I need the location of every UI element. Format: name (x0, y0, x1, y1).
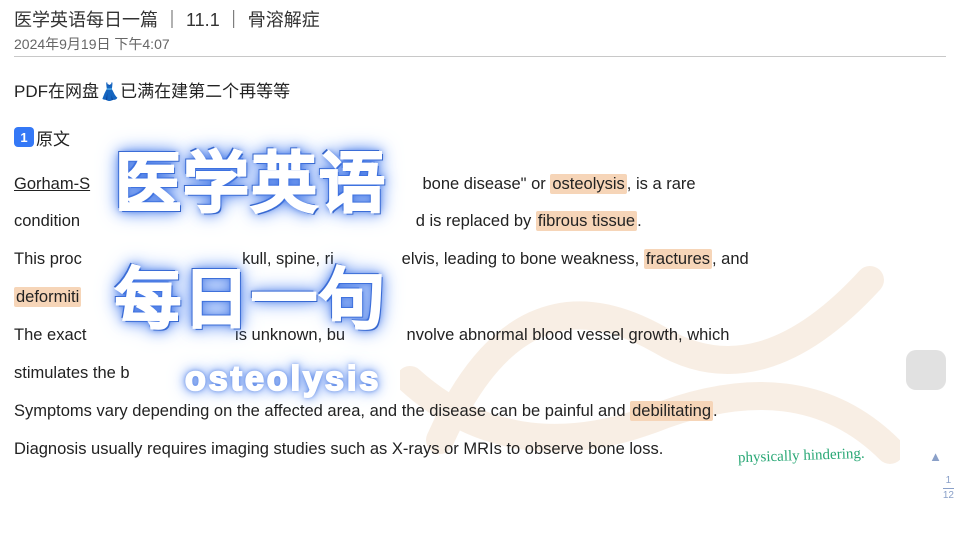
paragraph-6: stimulates the breakdown of bone tissue. (14, 355, 946, 393)
document-datetime: 2024年9月19日 下午4:07 (14, 34, 946, 54)
section-label-text: 原文 (36, 125, 70, 150)
section-heading: 1 原文 (14, 125, 946, 150)
term-fractures: fractures (644, 249, 712, 269)
notice-suffix: 已满在建第二个再等等 (120, 82, 290, 101)
term-osteolysis: osteolysis (550, 174, 626, 194)
page-total: 12 (943, 490, 954, 502)
term-debilitating: debilitating (630, 401, 713, 421)
side-control-icon[interactable] (906, 350, 946, 390)
paragraph-5: The exact cause of osteolysis is unknown… (14, 317, 946, 355)
paragraph-3: This process often affects the skull, sp… (14, 241, 946, 279)
article-body: Gorham-Stout disease, commonly known as … (14, 166, 946, 470)
paragraph-4: deformities. (14, 279, 946, 317)
document-title: 医学英语每日一篇 ｜ 11.1 ｜ 骨溶解症 (14, 6, 946, 32)
document-header: 医学英语每日一篇 ｜ 11.1 ｜ 骨溶解症 2024年9月19日 下午4:07 (14, 6, 946, 57)
section-number-badge: 1 (14, 127, 34, 147)
paragraph-1: Gorham-Stout disease, commonly known as … (14, 166, 946, 204)
term-deformities: deformiti (14, 287, 81, 307)
paragraph-7: Symptoms vary depending on the affected … (14, 393, 946, 431)
notice-prefix: PDF在网盘 (14, 82, 99, 101)
paragraph-2: condition where bone tissue progressivel… (14, 203, 946, 241)
scroll-up-icon[interactable]: ▲ (929, 449, 942, 464)
page-indicator: 1 12 (943, 475, 954, 502)
notice-line: PDF在网盘👗已满在建第二个再等等 (14, 77, 946, 103)
dress-emoji: 👗 (99, 83, 120, 102)
term-fibrous-tissue: fibrous tissue (536, 211, 637, 231)
page-current: 1 (943, 475, 954, 487)
document-page: 医学英语每日一篇 ｜ 11.1 ｜ 骨溶解症 2024年9月19日 下午4:07… (0, 0, 960, 540)
